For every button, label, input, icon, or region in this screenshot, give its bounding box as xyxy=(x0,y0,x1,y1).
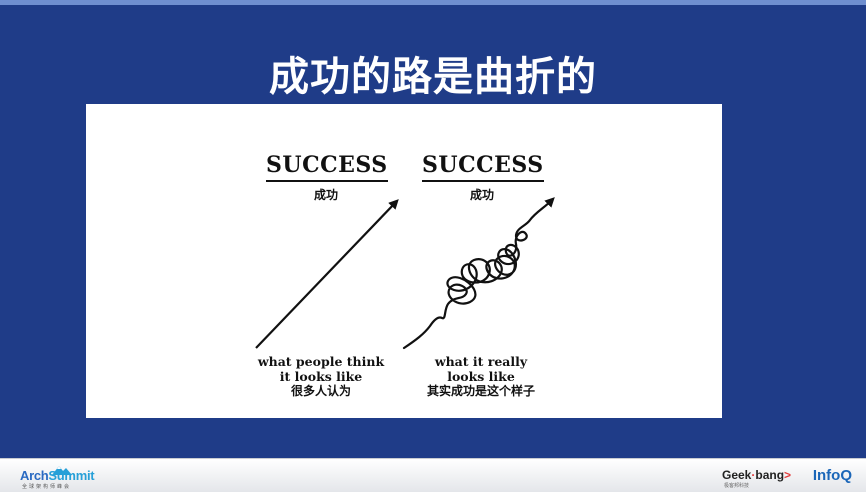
straight-arrow xyxy=(255,199,399,349)
right-heading-group: SUCCESS 成功 xyxy=(422,152,544,203)
geekbang-mark: > xyxy=(784,468,792,482)
right-success-heading-cn: 成功 xyxy=(469,188,494,202)
archsummit-name-part2: Summit xyxy=(48,468,95,483)
right-caption: what it really looks like 其实成功是这个样子 xyxy=(406,354,556,399)
left-success-heading: SUCCESS xyxy=(266,152,388,182)
success-figure: SUCCESS 成功 SUCCESS 成功 what people think … xyxy=(86,104,722,418)
top-accent-bar xyxy=(0,0,866,5)
footer-bar: ArchSummit 全球架构师峰会 Geek·bang> 极客邦科技 Info… xyxy=(0,458,866,492)
left-caption-line1: what people think xyxy=(257,354,385,369)
success-paths-drawing xyxy=(255,197,555,350)
archsummit-name-part1: Arch xyxy=(20,468,49,483)
left-caption: what people think it looks like 很多人认为 xyxy=(246,354,396,399)
right-success-heading: SUCCESS xyxy=(422,152,544,182)
slide-title: 成功的路是曲折的 xyxy=(269,54,597,100)
infoq-logo: InfoQ xyxy=(812,467,852,484)
right-caption-line1: what it really xyxy=(434,354,528,369)
left-caption-line2: it looks like xyxy=(279,369,363,384)
mountain-icon xyxy=(52,466,72,475)
left-success-heading-cn: 成功 xyxy=(313,188,338,202)
tangled-arrow xyxy=(402,197,555,350)
right-caption-cn: 其实成功是这个样子 xyxy=(426,384,535,398)
left-heading-group: SUCCESS 成功 xyxy=(266,152,388,203)
archsummit-subtitle: 全球架构师峰会 xyxy=(22,484,72,490)
geekbang-subtitle: 极客邦科技 xyxy=(724,483,750,489)
partner-logos: Geek·bang> 极客邦科技 InfoQ xyxy=(722,466,852,489)
right-caption-line2: looks like xyxy=(447,369,515,384)
archsummit-logo: ArchSummit 全球架构师峰会 xyxy=(12,465,102,490)
geekbang-logo: Geek·bang> xyxy=(722,468,791,482)
geekbang-name-part2: bang xyxy=(755,468,785,482)
left-caption-cn: 很多人认为 xyxy=(290,384,351,398)
geekbang-name-part1: Geek xyxy=(722,468,752,482)
geekbang-accent: · xyxy=(751,468,756,482)
